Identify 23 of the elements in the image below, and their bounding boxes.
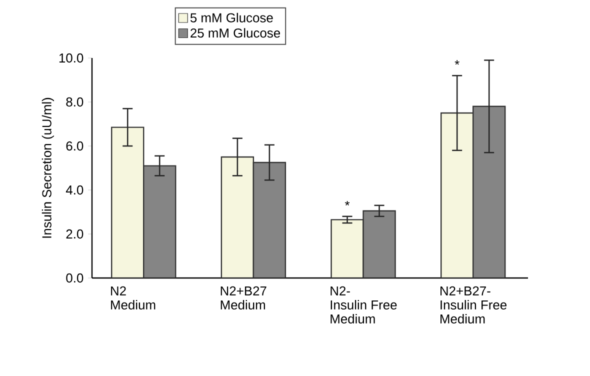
y-axis-title: Insulin Secretion (uU/ml) [42,98,54,238]
y-tick-label: 6.0 [66,141,84,151]
x-tick-label: N2+B27- Insulin Free Medium [440,286,507,324]
bar [252,162,286,278]
y-tick-label: 10.0 [59,53,84,63]
x-tick-label: N2- Insulin Free Medium [330,286,397,324]
bar [362,210,396,278]
x-tick-label: N2+B27 Medium [220,286,266,310]
legend-label: 25 mM Glucose [190,28,280,38]
bar [330,219,364,278]
x-tick-label: N2 Medium [111,286,156,310]
annotation: * [344,200,350,206]
y-tick-label: 8.0 [66,97,84,107]
bar [440,112,474,278]
y-tick-label: 4.0 [66,185,84,195]
bar [143,165,176,278]
legend-label: 5 mM Glucose [190,12,273,22]
annotation: * [454,60,460,65]
y-tick-label: 0.0 [66,273,84,283]
bar [472,106,506,278]
y-tick-label: 2.0 [66,229,84,239]
bar [111,126,144,278]
bar [220,156,254,278]
